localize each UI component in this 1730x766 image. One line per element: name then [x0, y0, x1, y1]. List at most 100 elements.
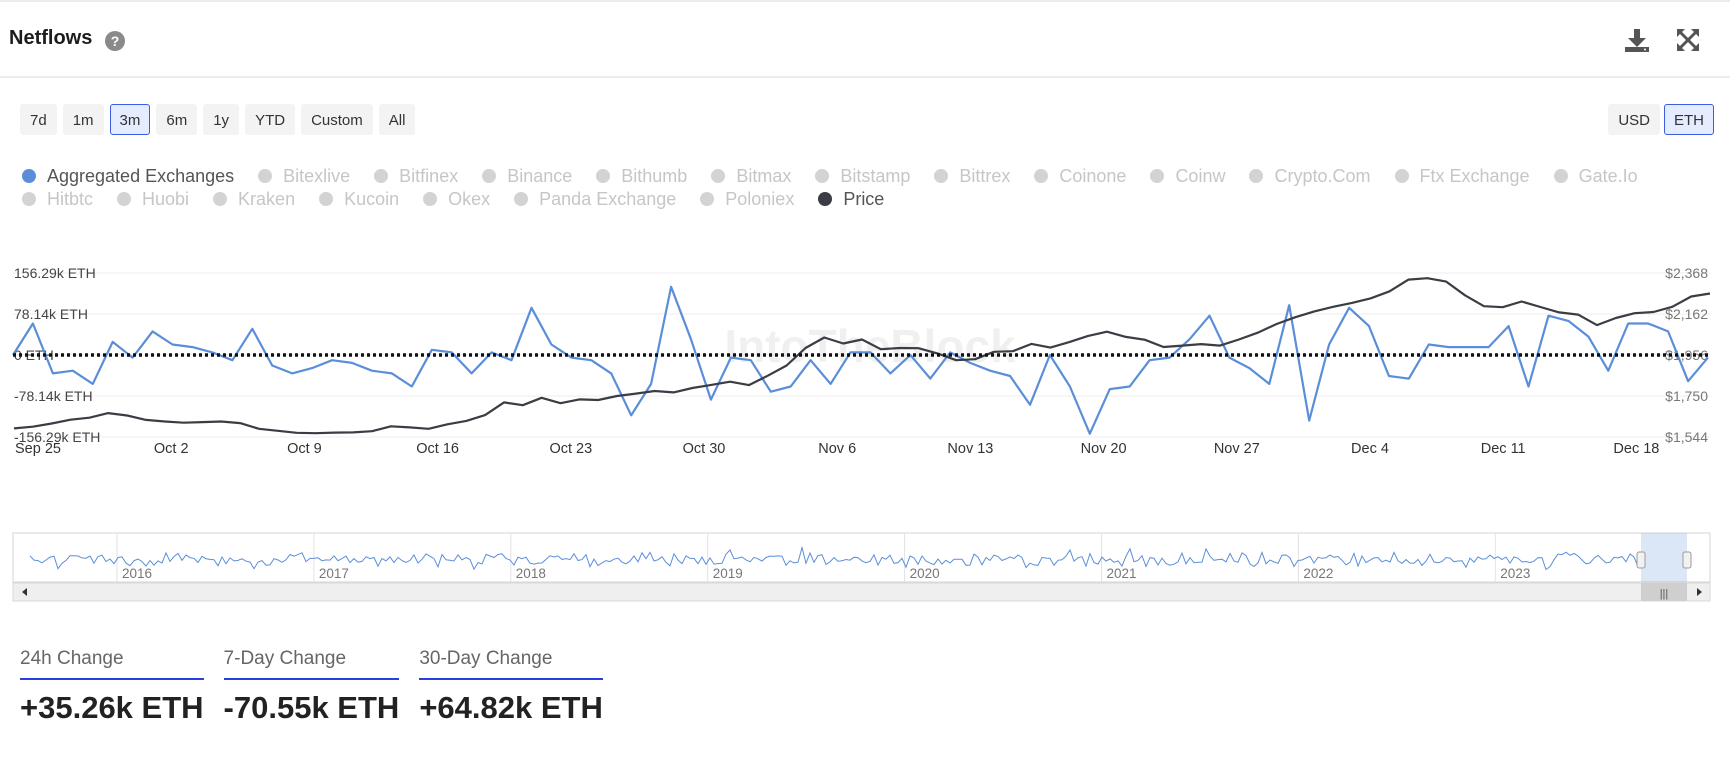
- x-tick-label: Oct 16: [416, 441, 459, 457]
- legend-dot-icon: [1249, 169, 1264, 183]
- y-left-tick-label: -78.14k ETH: [14, 388, 93, 404]
- range-button-all[interactable]: All: [378, 104, 416, 135]
- scroll-right-arrow-icon[interactable]: [1697, 588, 1702, 596]
- legend-label: Bithumb: [621, 166, 688, 186]
- legend-item-gate-io[interactable]: Gate.Io: [1553, 165, 1638, 188]
- stat-label: 24h Change: [20, 648, 204, 680]
- legend-dot-icon: [818, 192, 833, 206]
- navigator-scrollbar-thumb[interactable]: [1641, 583, 1687, 601]
- range-button-7d[interactable]: 7d: [20, 104, 57, 135]
- legend-item-binance[interactable]: Binance: [482, 165, 572, 188]
- range-button-3m[interactable]: 3m: [109, 104, 151, 135]
- chart-legend: Aggregated Exchanges Bitexlive Bitfinex Bin…: [22, 165, 1712, 211]
- legend-label: Bitexlive: [283, 166, 351, 186]
- legend-item-bitexlive[interactable]: Bitexlive: [258, 165, 350, 188]
- stat-value: -70.55k ETH: [223, 690, 400, 725]
- unit-button-eth[interactable]: ETH: [1664, 104, 1714, 135]
- y-right-tick-label: $2,162: [1665, 306, 1708, 322]
- navigator-frame: [12, 532, 1711, 583]
- range-button-ytd[interactable]: YTD: [245, 104, 296, 135]
- legend-dot-icon: [711, 169, 726, 183]
- y-left-tick-label: 78.14k ETH: [14, 306, 88, 322]
- range-button-1y[interactable]: 1y: [203, 104, 240, 135]
- legend-label: Okex: [448, 189, 491, 209]
- panel-header: Netflows ?: [0, 2, 1730, 78]
- navigator-year-label: 2016: [122, 566, 152, 581]
- legend-dot-icon: [482, 169, 497, 183]
- legend-label: Huobi: [142, 189, 190, 209]
- legend-dot-icon: [22, 192, 36, 206]
- legend-label: Price: [843, 189, 885, 209]
- change-stats: 24h Change +35.26k ETH 7-Day Change -70.55k…: [20, 648, 623, 726]
- legend-label: Kraken: [238, 189, 296, 209]
- legend-item-panda-exchange[interactable]: Panda Exchange: [514, 188, 676, 211]
- legend-dot-icon: [213, 192, 228, 206]
- range-button-1m[interactable]: 1m: [62, 104, 104, 135]
- legend-dot-icon: [1034, 169, 1049, 183]
- legend-item-kraken[interactable]: Kraken: [213, 188, 295, 211]
- navigator-window[interactable]: [1641, 533, 1687, 582]
- stat-value: +64.82k ETH: [419, 690, 603, 725]
- range-button-6m[interactable]: 6m: [156, 104, 198, 135]
- legend-item-huobi[interactable]: Huobi: [117, 188, 189, 211]
- watermark: IntoTheBlock: [724, 320, 1016, 372]
- legend-item-kucoin[interactable]: Kucoin: [319, 188, 399, 211]
- legend-item-aggregated-exchanges[interactable]: Aggregated Exchanges: [22, 165, 234, 188]
- legend-dot-icon: [258, 169, 273, 183]
- legend-label: Bitmax: [736, 166, 792, 186]
- series-line-aggregated-exchanges: [12, 285, 1709, 435]
- legend-label: Bittrex: [959, 166, 1011, 186]
- navigator-handle-left[interactable]: [1636, 551, 1646, 569]
- navigator-year-label: 2020: [910, 566, 940, 581]
- download-icon[interactable]: [1623, 26, 1651, 54]
- legend-label: Poloniex: [725, 189, 795, 209]
- legend-item-price[interactable]: Price: [818, 188, 884, 211]
- legend-item-bithumb[interactable]: Bithumb: [596, 165, 687, 188]
- legend-item-bitfinex[interactable]: Bitfinex: [374, 165, 458, 188]
- legend-item-coinone[interactable]: Coinone: [1034, 165, 1126, 188]
- legend-dot-icon: [319, 192, 334, 206]
- stat-label: 30-Day Change: [419, 648, 603, 680]
- navigator-series-line: [29, 545, 1639, 571]
- navigator-year-label: 2023: [1500, 566, 1530, 581]
- legend-dot-icon: [423, 192, 438, 206]
- legend-item-hitbtc[interactable]: Hitbtc: [22, 188, 93, 211]
- legend-item-crypto-com[interactable]: Crypto.Com: [1249, 165, 1371, 188]
- legend-dot-icon: [596, 169, 611, 183]
- legend-dot-icon: [1150, 169, 1165, 183]
- scroll-left-arrow-icon[interactable]: [22, 588, 27, 596]
- x-tick-label: Nov 6: [818, 441, 856, 457]
- legend-dot-icon: [1553, 169, 1568, 183]
- fullscreen-icon[interactable]: [1674, 26, 1702, 54]
- legend-label: Bitstamp: [840, 166, 911, 186]
- legend-dot-icon: [1394, 169, 1409, 183]
- legend-dot-icon: [117, 192, 132, 206]
- x-tick-label: Oct 30: [683, 441, 726, 457]
- legend-label: Hitbtc: [47, 189, 94, 209]
- legend-item-ftx-exchange[interactable]: Ftx Exchange: [1394, 165, 1530, 188]
- x-tick-label: Nov 13: [947, 441, 993, 457]
- legend-item-bitmax[interactable]: Bitmax: [711, 165, 791, 188]
- unit-selector: USD ETH: [1608, 104, 1714, 135]
- range-selector: 7d 1m 3m 6m 1y YTD Custom All: [20, 104, 416, 135]
- top-border: [0, 0, 1730, 2]
- unit-button-usd[interactable]: USD: [1608, 104, 1660, 135]
- x-tick-label: Oct 23: [549, 441, 592, 457]
- legend-item-coinw[interactable]: Coinw: [1150, 165, 1225, 188]
- y-right-tick-label: $1,544: [1665, 429, 1708, 445]
- legend-label: Aggregated Exchanges: [47, 166, 235, 186]
- x-tick-label: Oct 9: [287, 441, 322, 457]
- legend-item-bittrex[interactable]: Bittrex: [934, 165, 1010, 188]
- legend-label: Bitfinex: [399, 166, 459, 186]
- navigator-scrollbar[interactable]: [12, 582, 1711, 602]
- x-tick-label: Dec 4: [1351, 441, 1389, 457]
- legend-label: Gate.Io: [1578, 166, 1638, 186]
- range-button-custom[interactable]: Custom: [301, 104, 373, 135]
- legend-item-poloniex[interactable]: Poloniex: [700, 188, 794, 211]
- legend-item-okex[interactable]: Okex: [423, 188, 490, 211]
- navigator-handle-right[interactable]: [1682, 551, 1692, 569]
- help-circle-icon[interactable]: ?: [105, 31, 125, 51]
- stat-30-day-change: 30-Day Change +64.82k ETH: [419, 648, 603, 726]
- legend-item-bitstamp[interactable]: Bitstamp: [815, 165, 910, 188]
